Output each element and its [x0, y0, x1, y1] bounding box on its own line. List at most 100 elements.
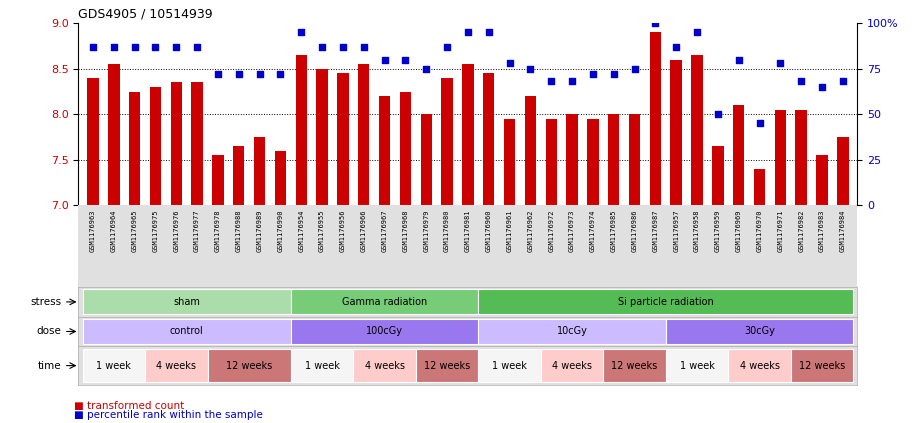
Text: GSM1176956: GSM1176956 [340, 209, 346, 252]
Text: GSM1176973: GSM1176973 [569, 209, 575, 252]
Bar [796, 110, 807, 205]
Bar [149, 87, 161, 205]
Point [607, 71, 621, 77]
Text: dose: dose [37, 327, 62, 336]
Bar [212, 155, 224, 205]
Text: GSM1176965: GSM1176965 [132, 209, 137, 252]
Text: control: control [170, 327, 204, 336]
Text: GSM1176960: GSM1176960 [486, 209, 491, 252]
Point [190, 44, 205, 50]
Text: GSM1176988: GSM1176988 [236, 209, 242, 252]
Point [273, 71, 288, 77]
Bar [83, 349, 145, 382]
Point [336, 44, 350, 50]
Text: 12 weeks: 12 weeks [611, 360, 657, 371]
Bar [608, 114, 620, 205]
Point [731, 56, 746, 63]
Bar [692, 55, 703, 205]
Text: GSM1176955: GSM1176955 [319, 209, 325, 252]
Bar [733, 105, 744, 205]
Text: GSM1176971: GSM1176971 [777, 209, 784, 252]
Point [648, 20, 663, 27]
Bar [479, 289, 853, 314]
Point [523, 66, 538, 72]
Text: Si particle radiation: Si particle radiation [618, 297, 714, 307]
Text: ■ percentile rank within the sample: ■ percentile rank within the sample [74, 410, 263, 420]
Text: GSM1176962: GSM1176962 [527, 209, 534, 252]
Point [398, 56, 413, 63]
Bar [442, 78, 453, 205]
Bar [400, 91, 411, 205]
Text: 4 weeks: 4 weeks [739, 360, 780, 371]
Bar [207, 349, 290, 382]
Text: GSM1176989: GSM1176989 [256, 209, 263, 252]
Bar [296, 55, 307, 205]
Bar [275, 151, 286, 205]
Point [440, 44, 455, 50]
Point [544, 78, 559, 85]
Text: 100cGy: 100cGy [366, 327, 403, 336]
Bar [816, 155, 828, 205]
Point [148, 44, 163, 50]
Text: GSM1176964: GSM1176964 [111, 209, 117, 252]
Bar [290, 319, 479, 344]
Point [357, 44, 372, 50]
Text: 30cGy: 30cGy [744, 327, 775, 336]
Text: 4 weeks: 4 weeks [552, 360, 592, 371]
Bar [666, 349, 728, 382]
Bar [145, 349, 207, 382]
Bar [670, 60, 682, 205]
Text: GSM1176967: GSM1176967 [382, 209, 387, 252]
Bar [353, 349, 416, 382]
Text: GSM1176975: GSM1176975 [152, 209, 159, 252]
Text: GSM1176990: GSM1176990 [278, 209, 283, 252]
Text: GSM1176974: GSM1176974 [590, 209, 596, 252]
Text: GSM1176987: GSM1176987 [653, 209, 658, 252]
Text: GSM1176981: GSM1176981 [465, 209, 471, 252]
Text: 1 week: 1 week [96, 360, 131, 371]
Point [210, 71, 225, 77]
Point [502, 60, 517, 67]
Text: GSM1176977: GSM1176977 [195, 209, 200, 252]
Text: stress: stress [30, 297, 62, 307]
Bar [233, 146, 244, 205]
Point [86, 44, 100, 50]
Point [127, 44, 142, 50]
Point [253, 71, 267, 77]
Text: GSM1176957: GSM1176957 [673, 209, 680, 252]
Bar [416, 349, 479, 382]
Point [773, 60, 787, 67]
Bar [337, 73, 349, 205]
Bar [603, 349, 666, 382]
Bar [129, 91, 140, 205]
Bar [650, 33, 661, 205]
Point [377, 56, 392, 63]
Point [460, 29, 476, 36]
Bar [629, 114, 640, 205]
Bar [479, 349, 541, 382]
Point [419, 66, 433, 72]
Point [627, 66, 642, 72]
Bar [774, 110, 786, 205]
Text: GSM1176969: GSM1176969 [736, 209, 741, 252]
Text: 12 weeks: 12 weeks [424, 360, 470, 371]
Point [314, 44, 329, 50]
Text: Gamma radiation: Gamma radiation [342, 297, 427, 307]
Text: GSM1176984: GSM1176984 [840, 209, 845, 252]
Text: GSM1176983: GSM1176983 [819, 209, 825, 252]
Text: GSM1176982: GSM1176982 [798, 209, 804, 252]
Bar [379, 96, 390, 205]
Bar [712, 146, 724, 205]
Bar [587, 119, 598, 205]
Text: GSM1176968: GSM1176968 [402, 209, 408, 252]
Bar [666, 319, 853, 344]
Text: sham: sham [173, 297, 200, 307]
Text: GSM1176961: GSM1176961 [506, 209, 513, 252]
Text: GSM1176970: GSM1176970 [757, 209, 762, 252]
Bar [290, 349, 353, 382]
Point [668, 44, 683, 50]
Point [835, 78, 850, 85]
Point [294, 29, 309, 36]
Bar [192, 82, 203, 205]
Point [564, 78, 579, 85]
